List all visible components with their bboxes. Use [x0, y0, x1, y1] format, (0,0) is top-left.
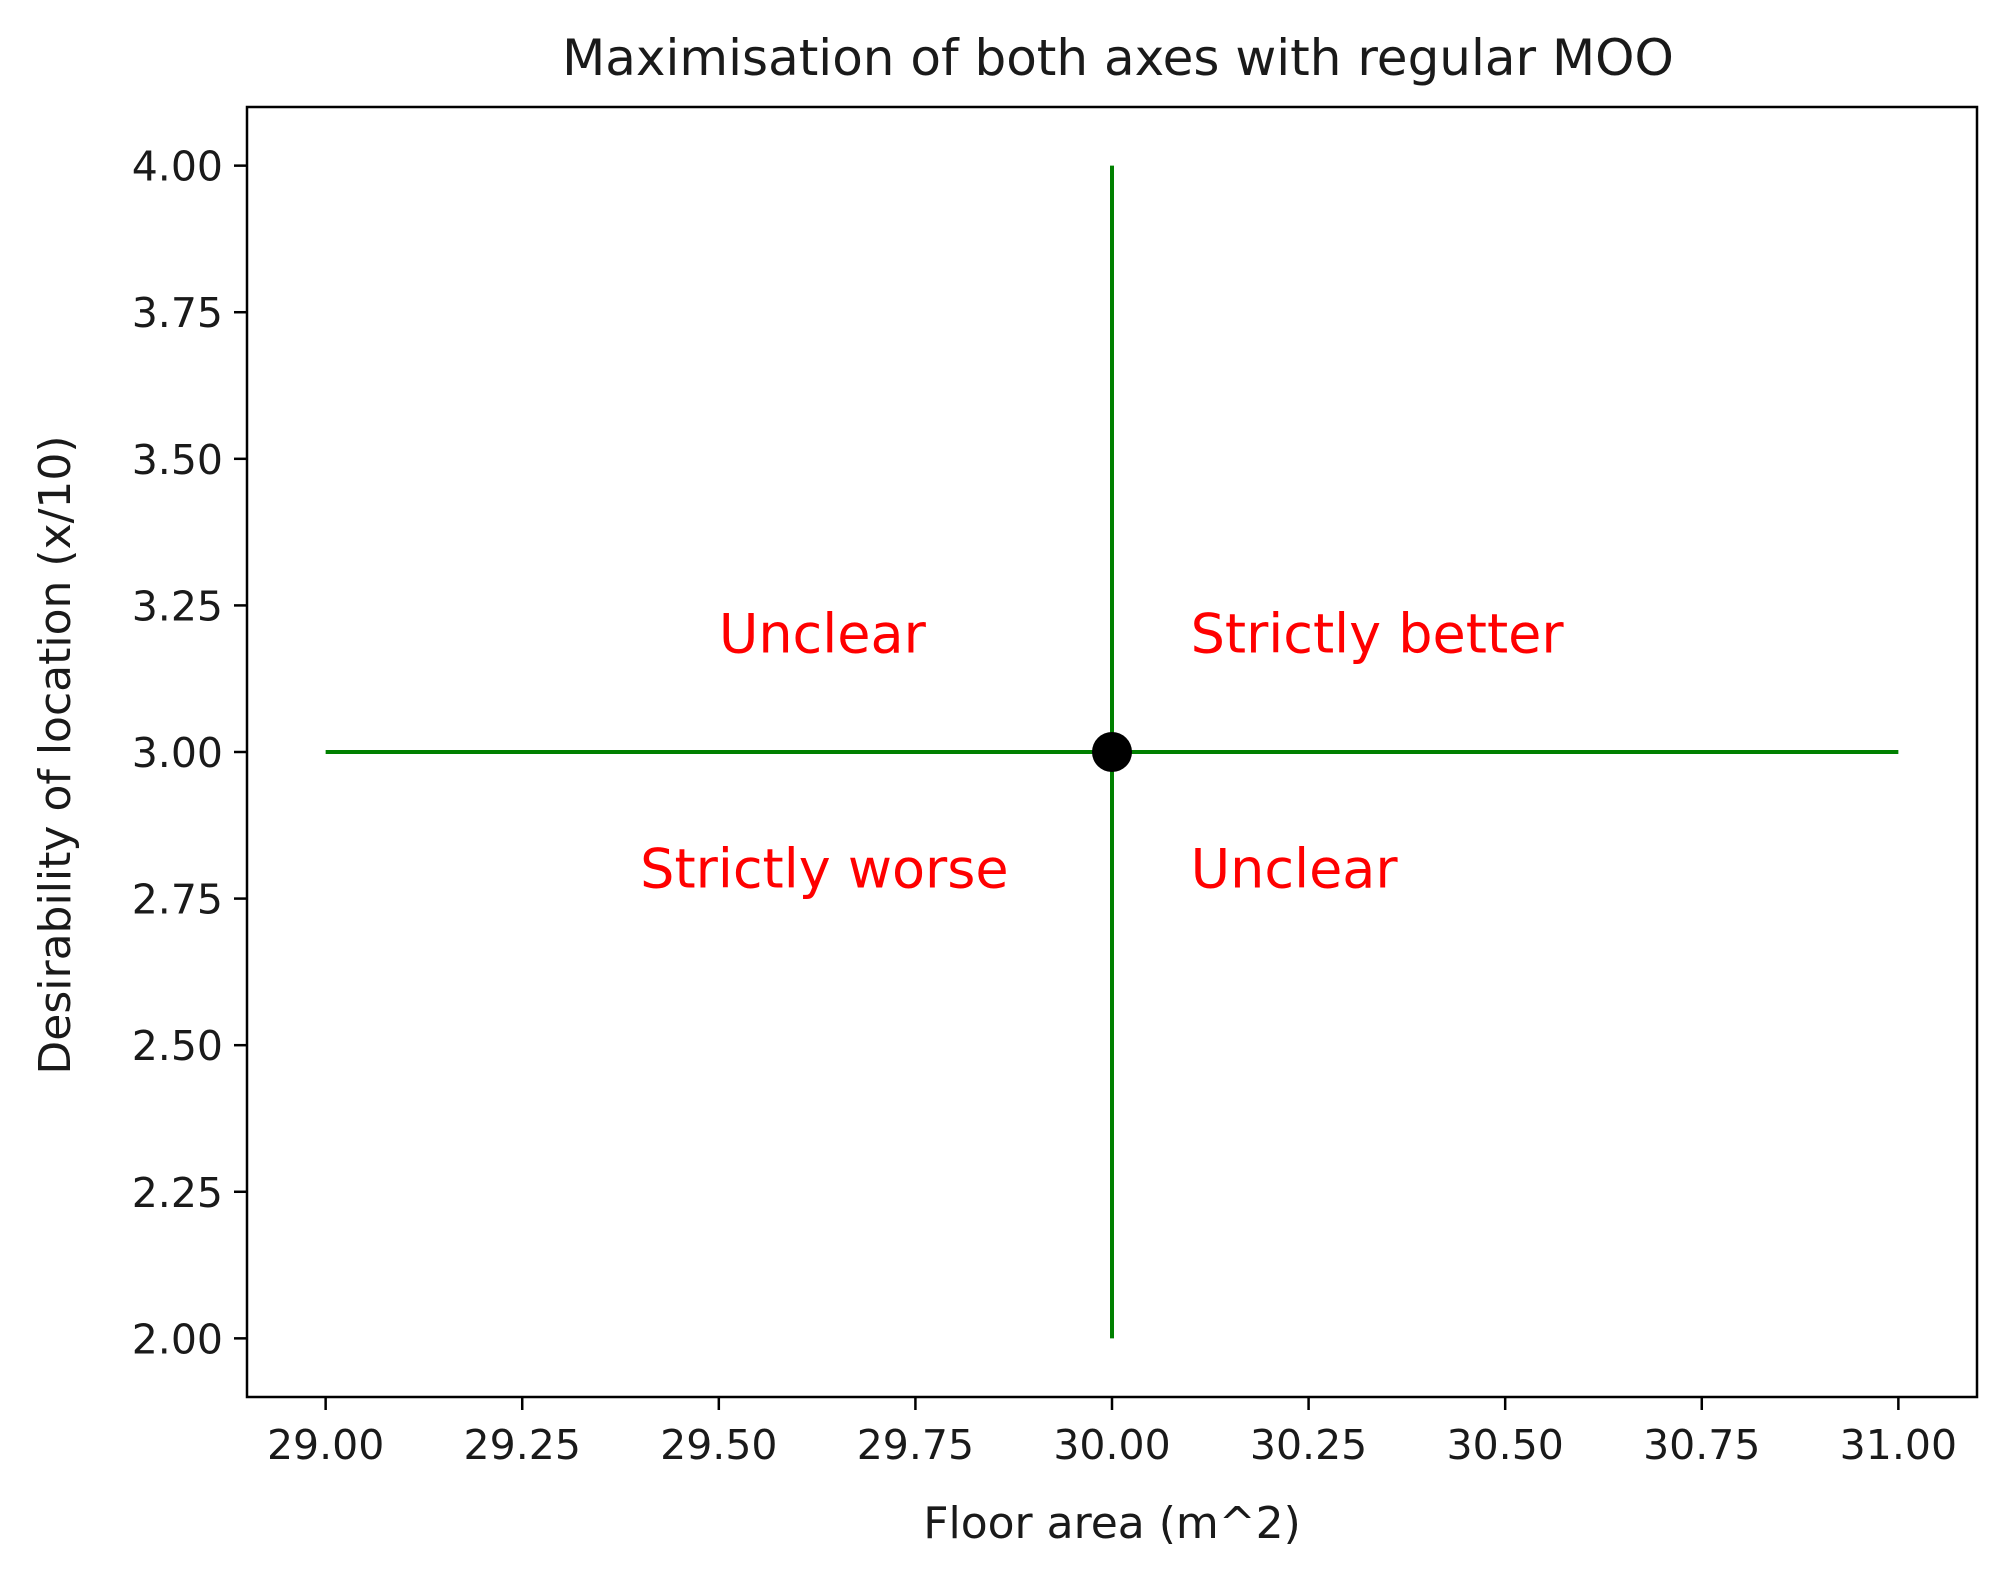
- x-tick-label-9: 31.00: [1840, 1421, 1957, 1469]
- y-tick-label-5: 3.00: [132, 729, 223, 777]
- annotation-2: Strictly better: [1191, 603, 1565, 666]
- y-tick-label-6: 3.25: [132, 582, 223, 630]
- y-tick-label-4: 2.75: [132, 876, 223, 924]
- x-tick-label-1: 29.00: [267, 1421, 384, 1469]
- y-tick-label-2: 2.25: [132, 1169, 223, 1217]
- data-point-1: [1092, 732, 1132, 772]
- plot-area: Unclear Strictly better Strictly worse Uncl…: [132, 105, 1979, 1469]
- annotation-3: Strictly worse: [640, 837, 1008, 900]
- x-tick-label-8: 30.75: [1643, 1421, 1760, 1469]
- y-tick-label-3: 2.50: [132, 1022, 223, 1070]
- x-tick-label-3: 29.50: [660, 1421, 777, 1469]
- y-tick-label-8: 3.75: [132, 289, 223, 337]
- y-tick-label-7: 3.50: [132, 436, 223, 484]
- y-tick-label-9: 4.00: [132, 143, 223, 191]
- x-axis-label: Floor area (m^2): [923, 1498, 1301, 1549]
- annotation-1: Unclear: [719, 603, 927, 666]
- y-tick-label-1: 2.00: [132, 1315, 223, 1363]
- x-tick-label-5: 30.00: [1053, 1421, 1170, 1469]
- x-tick-label-6: 30.25: [1250, 1421, 1367, 1469]
- annotation-4: Unclear: [1191, 837, 1399, 900]
- y-axis-label: Desirability of location (x/10): [30, 435, 81, 1074]
- x-tick-label-4: 29.75: [857, 1421, 974, 1469]
- x-tick-label-2: 29.25: [464, 1421, 581, 1469]
- x-tick-label-7: 30.50: [1446, 1421, 1563, 1469]
- chart-title: Maximisation of both axes with regular M…: [562, 29, 1674, 87]
